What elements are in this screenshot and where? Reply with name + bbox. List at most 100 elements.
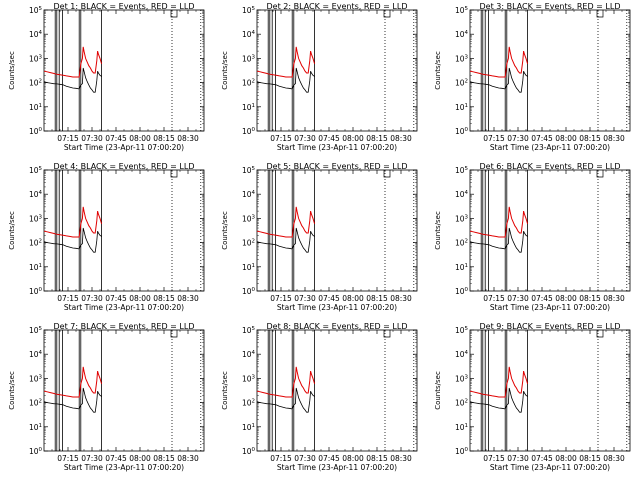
y-tick-label: 102 (29, 399, 42, 408)
y-tick-label: 101 (242, 423, 255, 432)
detector-panel-6: 07:15 07:30 07:45 08:00 08:15 08:30 100 101 102 1… (434, 162, 631, 312)
x-tick-label: 07:45 (105, 454, 127, 463)
y-tick-label: 101 (29, 263, 42, 272)
interval-bracket (383, 10, 391, 18)
x-tick-label: 08:00 (555, 294, 577, 303)
lld-series-line (257, 46, 316, 78)
plot-frame (469, 169, 631, 292)
x-tick-label: 07:15 (57, 294, 79, 303)
y-tick-label: 100 (29, 447, 43, 456)
x-tick-label: 08:00 (555, 134, 577, 143)
detector-panel-2: 07:15 07:30 07:45 08:00 08:15 08:30 100 101 102 1… (221, 2, 418, 152)
y-tick-label: 103 (29, 54, 43, 63)
y-tick-label: 101 (29, 423, 42, 432)
y-tick-label: 102 (455, 399, 468, 408)
y-tick-label: 100 (455, 287, 469, 296)
interval-bracket (383, 170, 391, 178)
y-tick-label: 101 (242, 103, 255, 112)
y-tick-label: 100 (29, 287, 43, 296)
x-tick-label: 07:30 (81, 134, 103, 143)
y-tick-label: 103 (29, 374, 43, 383)
y-tick-label: 104 (29, 350, 43, 359)
panel-title: Det 7: BLACK = Events, RED = LLD (54, 322, 195, 331)
x-tick-label: 07:45 (105, 294, 127, 303)
x-tick-label: 08:30 (177, 134, 199, 143)
y-tick-label: 100 (455, 127, 469, 136)
plot-frame (43, 329, 205, 452)
x-tick-label: 08:00 (555, 454, 577, 463)
y-tick-label: 104 (29, 30, 43, 39)
detector-panel-3: 07:15 07:30 07:45 08:00 08:15 08:30 100 101 102 1… (434, 2, 631, 152)
x-axis-title: Start Time (23-Apr-11 07:00:20) (64, 143, 184, 152)
y-tick-label: 100 (29, 127, 43, 136)
detector-panel-7: 07:15 07:30 07:45 08:00 08:15 08:30 100 101 102 1… (8, 322, 205, 472)
interval-bracket (596, 10, 604, 18)
y-tick-label: 104 (455, 30, 469, 39)
y-tick-label: 105 (29, 166, 43, 175)
x-tick-label: 08:30 (603, 294, 625, 303)
x-axis-title: Start Time (23-Apr-11 07:00:20) (277, 143, 397, 152)
plot-frame (43, 169, 205, 292)
y-tick-label: 101 (455, 423, 468, 432)
y-tick-label: 104 (455, 190, 469, 199)
x-tick-label: 07:45 (318, 294, 340, 303)
detector-panel-5: 07:15 07:30 07:45 08:00 08:15 08:30 100 101 102 1… (221, 162, 418, 312)
x-tick-label: 07:30 (294, 454, 316, 463)
y-tick-label: 102 (455, 79, 468, 88)
x-tick-label: 08:30 (603, 454, 625, 463)
detector-panel-4: 07:15 07:30 07:45 08:00 08:15 08:30 100 101 102 1… (8, 162, 205, 312)
lld-series-line (257, 366, 316, 398)
x-tick-label: 08:30 (390, 454, 412, 463)
interval-bracket (170, 170, 178, 178)
y-tick-label: 102 (242, 79, 255, 88)
x-tick-label: 08:15 (579, 454, 601, 463)
x-tick-label: 07:45 (531, 134, 553, 143)
y-tick-label: 105 (455, 6, 469, 15)
x-tick-label: 07:45 (531, 454, 553, 463)
x-tick-label: 08:00 (129, 134, 151, 143)
y-tick-label: 103 (455, 54, 469, 63)
x-tick-label: 08:30 (390, 134, 412, 143)
y-tick-label: 105 (242, 166, 256, 175)
x-tick-label: 08:00 (342, 134, 364, 143)
y-tick-label: 105 (29, 6, 43, 15)
events-series-line (44, 227, 102, 253)
detector-panel-8: 07:15 07:30 07:45 08:00 08:15 08:30 100 101 102 1… (221, 322, 418, 472)
x-tick-label: 08:00 (129, 294, 151, 303)
x-tick-label: 08:15 (366, 294, 388, 303)
lld-series-line (470, 366, 529, 398)
y-tick-label: 103 (242, 374, 256, 383)
x-tick-label: 07:45 (318, 134, 340, 143)
x-tick-label: 07:45 (318, 454, 340, 463)
x-tick-label: 07:30 (507, 134, 529, 143)
y-tick-label: 101 (29, 103, 42, 112)
y-tick-label: 104 (242, 350, 256, 359)
panel-title: Det 6: BLACK = Events, RED = LLD (480, 162, 621, 171)
plot-frame (469, 9, 631, 132)
interval-bracket (170, 330, 178, 338)
x-axis-title: Start Time (23-Apr-11 07:00:20) (277, 463, 397, 472)
y-axis-title: Counts/sec (221, 51, 229, 90)
y-tick-label: 100 (455, 447, 469, 456)
x-axis-title: Start Time (23-Apr-11 07:00:20) (490, 143, 610, 152)
events-series-line (257, 227, 315, 253)
events-series-line (257, 67, 315, 93)
interval-bracket (596, 330, 604, 338)
plot-frame (43, 9, 205, 132)
panel-title: Det 3: BLACK = Events, RED = LLD (480, 2, 621, 11)
x-tick-label: 07:45 (105, 134, 127, 143)
x-tick-label: 07:15 (483, 454, 505, 463)
x-tick-label: 08:15 (153, 134, 175, 143)
panel-title: Det 9: BLACK = Events, RED = LLD (480, 322, 621, 331)
y-axis-title: Counts/sec (8, 51, 16, 90)
y-tick-label: 102 (29, 79, 42, 88)
y-axis-title: Counts/sec (8, 371, 16, 410)
x-tick-label: 08:15 (366, 454, 388, 463)
x-axis-title: Start Time (23-Apr-11 07:00:20) (64, 303, 184, 312)
x-tick-label: 08:30 (603, 134, 625, 143)
plot-frame (256, 329, 418, 452)
x-tick-label: 07:15 (270, 454, 292, 463)
y-tick-label: 104 (242, 190, 256, 199)
y-tick-label: 103 (242, 214, 256, 223)
lld-series-line (44, 206, 103, 238)
